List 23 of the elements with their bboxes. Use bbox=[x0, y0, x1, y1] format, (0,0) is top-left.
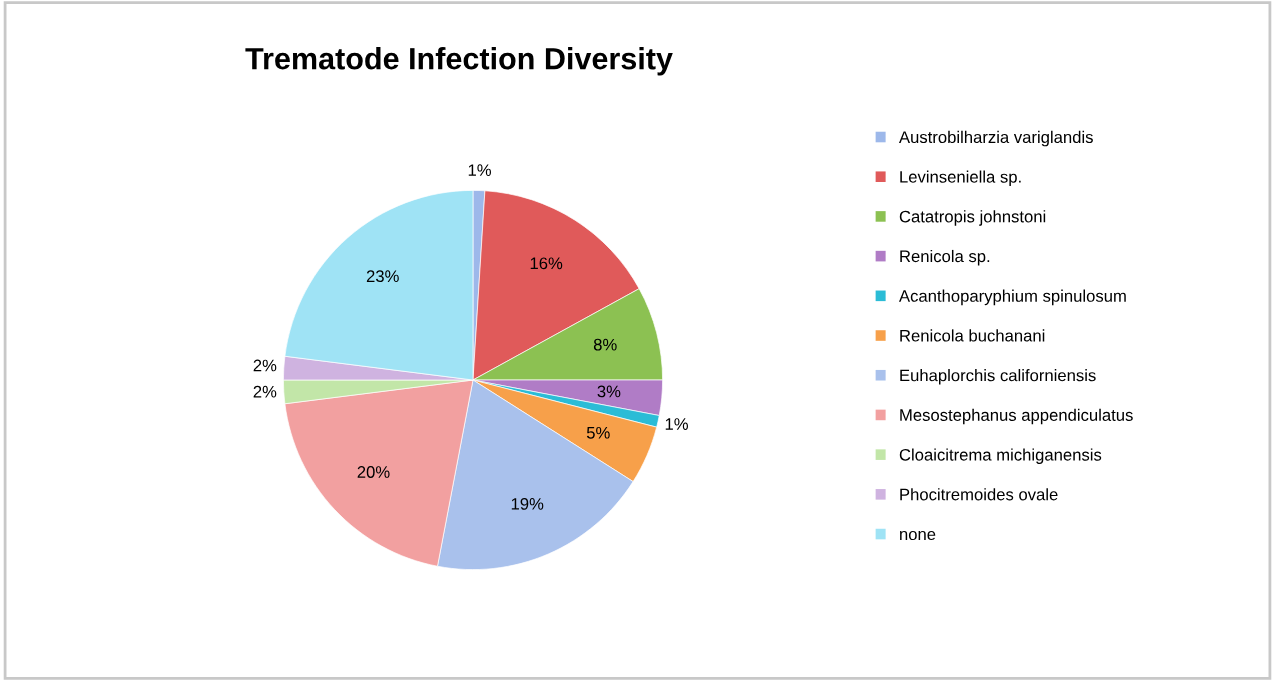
legend-label: Euhaplorchis californiensis bbox=[900, 369, 1096, 385]
data-label: 2% bbox=[253, 385, 277, 398]
chart-title: Trematode Infection Diversity bbox=[245, 47, 673, 76]
data-label: 20% bbox=[357, 466, 390, 478]
legend-label: Acanthoparyphium spinulosum bbox=[898, 289, 1126, 306]
data-label: 3% bbox=[597, 385, 621, 398]
data-label: 1% bbox=[665, 418, 688, 430]
legend-label: Cloaicitrema michiganensis bbox=[899, 448, 1102, 464]
data-label: 16% bbox=[530, 257, 563, 270]
legend-label: none bbox=[900, 530, 936, 541]
legend-label: Phocitremoides ovale bbox=[900, 488, 1058, 501]
data-label: 23% bbox=[366, 270, 399, 283]
data-label: 8% bbox=[593, 338, 617, 351]
legend-label: Mesostephanus appendiculatus bbox=[900, 408, 1133, 425]
legend-label: Renicola sp. bbox=[900, 249, 990, 266]
legend-label: Catatropis johnstoni bbox=[899, 210, 1046, 226]
data-label: 2% bbox=[253, 359, 277, 372]
legend-label: Levinseniella sp. bbox=[900, 170, 1021, 187]
data-label: 19% bbox=[511, 497, 544, 510]
data-label: 1% bbox=[468, 164, 491, 176]
legend-label: Austrobilharzia variglandis bbox=[898, 130, 1093, 147]
legend-label: Renicola buchanani bbox=[900, 329, 1045, 342]
data-label: 5% bbox=[586, 426, 610, 439]
